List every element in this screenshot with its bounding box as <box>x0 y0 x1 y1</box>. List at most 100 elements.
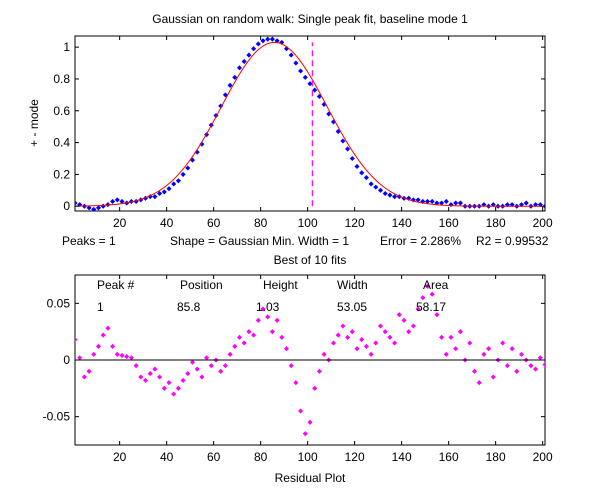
bottom-data-point <box>340 323 346 329</box>
bottom-data-point <box>335 332 341 338</box>
top-fit-curve <box>75 41 545 207</box>
bottom-data-point <box>316 368 322 374</box>
bottom-data-point <box>166 380 172 386</box>
top-plot-frame <box>74 35 546 212</box>
bottom-data-point <box>490 374 496 380</box>
top-y-axis-label: + - mode <box>27 99 41 147</box>
bottom-data-point <box>471 368 478 374</box>
top-data-point <box>166 186 172 192</box>
bottom-data-point <box>415 306 421 312</box>
top-data-point <box>161 189 167 195</box>
bottom-x-tick-label: 160 <box>439 450 459 464</box>
bottom-data-point <box>180 377 186 383</box>
bottom-data-point <box>382 329 388 335</box>
top-data-point <box>359 170 365 176</box>
table-value-height: 1.03 <box>256 300 280 314</box>
table-header-position: Position <box>180 278 223 292</box>
bottom-x-ticks: 20 40 60 80 100 120 140 160 180 200 <box>113 275 553 464</box>
bottom-data-point <box>199 374 205 380</box>
info-min-width: Min. Width = 1 <box>272 234 349 248</box>
bottom-data-point <box>429 291 435 297</box>
bottom-data-point <box>110 343 116 349</box>
top-data-point <box>95 205 102 211</box>
top-data-point <box>542 203 545 209</box>
top-y-tick-label: 0.6 <box>53 104 70 118</box>
bottom-data-point <box>293 380 299 386</box>
bottom-data-point <box>424 283 431 289</box>
bottom-data-point <box>218 368 224 374</box>
top-x-tick-label: 160 <box>439 216 459 230</box>
bottom-data-point <box>114 351 120 357</box>
info-error: Error = 2.286% <box>380 234 461 248</box>
bottom-data-point <box>91 351 97 357</box>
bottom-data-point <box>434 312 440 318</box>
bottom-data-point <box>457 329 463 335</box>
top-x-tick-label: 40 <box>160 216 174 230</box>
bottom-data-point <box>246 329 252 335</box>
bottom-data-point <box>269 329 275 335</box>
bottom-data-point <box>307 419 313 425</box>
top-data-point <box>340 138 346 144</box>
bottom-data-point <box>251 332 257 338</box>
top-data-point <box>91 206 97 211</box>
bottom-data-point <box>133 363 139 369</box>
bottom-data-point <box>236 334 243 340</box>
info-peaks: Peaks = 1 <box>62 234 116 248</box>
bottom-data-point <box>330 340 337 346</box>
bottom-data-point <box>542 361 545 368</box>
top-data-point <box>373 184 379 190</box>
bottom-data-point <box>147 371 153 377</box>
bottom-data-point <box>138 374 144 380</box>
bottom-data-point <box>222 363 228 369</box>
bottom-x-tick-label: 140 <box>392 450 412 464</box>
bottom-data-point <box>283 346 290 352</box>
bottom-data-point <box>298 408 304 414</box>
bottom-data-point <box>500 340 506 346</box>
bottom-data-point <box>453 346 459 352</box>
bottom-data-point <box>373 340 379 346</box>
top-data-point <box>180 171 186 177</box>
top-data-point <box>185 165 191 171</box>
bottom-data-point <box>476 380 482 386</box>
table-header-peak: Peak # <box>97 278 135 292</box>
bottom-y-tick-label: 0 <box>63 353 70 367</box>
top-data-point <box>75 200 78 206</box>
bottom-data-point <box>504 363 510 369</box>
bottom-x-tick-label: 180 <box>486 450 506 464</box>
bottom-x-tick-label: 200 <box>533 450 553 464</box>
bottom-data-point <box>232 343 238 349</box>
bottom-data-point <box>481 351 487 357</box>
top-y-ticks: 0 0.2 0.4 0.6 0.8 1 <box>53 40 545 213</box>
bottom-data-point <box>486 346 492 352</box>
bottom-data-point <box>189 359 196 365</box>
bottom-data-point <box>406 329 412 335</box>
bottom-data-point <box>392 340 398 346</box>
top-data-point <box>114 197 120 203</box>
bottom-y-tick-label: -0.05 <box>43 410 71 424</box>
top-data-point <box>199 141 205 147</box>
bottom-data-point <box>377 323 384 329</box>
top-data-point <box>246 52 252 58</box>
table-header-area: Area <box>423 278 449 292</box>
bottom-data-point <box>128 355 134 361</box>
top-data-point <box>157 190 163 197</box>
top-x-tick-label: 80 <box>254 216 268 230</box>
bottom-data-point <box>185 371 191 377</box>
bottom-data-point <box>359 337 365 343</box>
bottom-x-tick-label: 100 <box>298 450 318 464</box>
bottom-data-point <box>345 334 351 340</box>
bottom-y-tick-label: 0.05 <box>47 296 71 310</box>
bottom-data-point <box>152 366 158 372</box>
top-y-tick-label: 0 <box>63 199 70 213</box>
bottom-chart: 20 40 60 80 100 120 140 160 180 200 -0.05 0 0.05 Re… <box>43 274 553 485</box>
top-x-tick-label: 200 <box>533 216 553 230</box>
bottom-data-point <box>401 317 407 323</box>
top-data-point <box>152 194 158 200</box>
top-data-point <box>354 163 360 170</box>
bottom-data-point <box>396 312 402 318</box>
top-y-tick-label: 1 <box>63 40 70 54</box>
table-value-width: 53.05 <box>337 300 367 314</box>
bottom-x-tick-label: 80 <box>254 450 268 464</box>
bottom-data-point <box>349 329 355 335</box>
